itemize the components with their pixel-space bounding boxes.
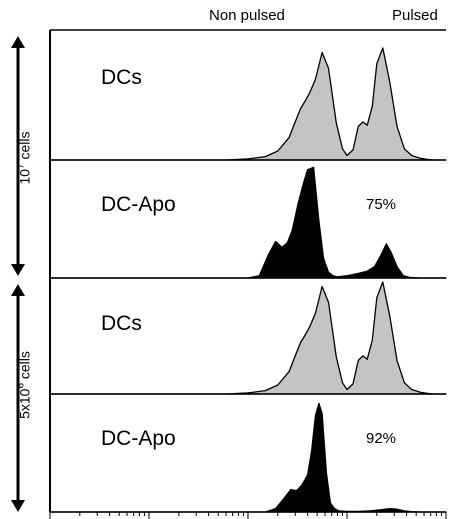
histogram-3-gray (49, 281, 447, 395)
histogram-2-black (49, 166, 447, 279)
histogram-1-gray (49, 47, 447, 161)
arrow-bottom-head-up (11, 284, 25, 296)
histogram-4-black (49, 402, 447, 513)
panel-1-label: DCs (101, 66, 142, 89)
pulsed-header: Pulsed (392, 7, 438, 24)
non-pulsed-header: Non pulsed (209, 7, 285, 24)
arrow-bottom-head-down (11, 500, 25, 512)
arrow-top-head-up (11, 36, 25, 48)
panel-2-percent: 75% (366, 196, 397, 213)
panel-3-label: DCs (101, 312, 142, 335)
arrow-top-head-down (11, 264, 25, 276)
panel-4-percent: 92% (366, 430, 397, 447)
panel-2-label: DC-Apo (101, 193, 176, 216)
panel-4-label: DC-Apo (101, 427, 176, 450)
